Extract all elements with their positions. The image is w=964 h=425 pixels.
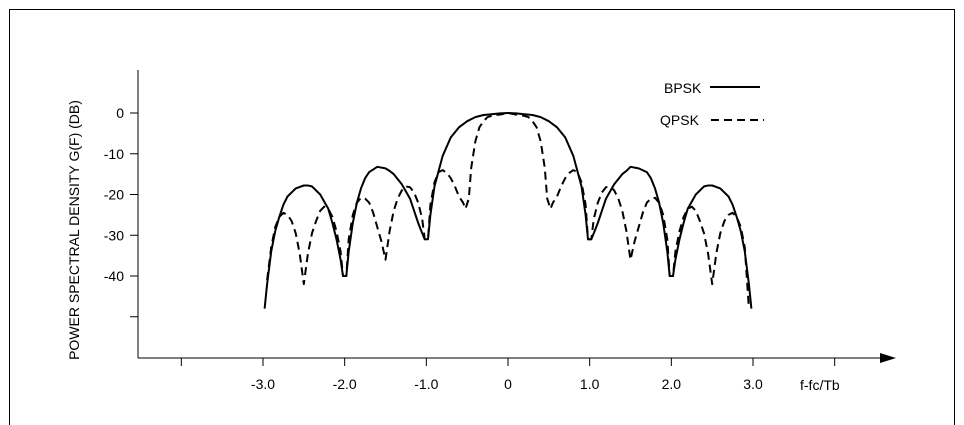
x-tick-label: -3.0 xyxy=(251,376,275,392)
x-tick-label: 2.0 xyxy=(662,376,682,392)
legend-label-bpsk: BPSK xyxy=(664,80,702,96)
series-layer xyxy=(263,112,753,309)
y-tick-label: -30 xyxy=(104,227,124,243)
x-ticks: -3.0 -2.0 -1.0 0 1.0 2.0 3.0 xyxy=(180,358,836,392)
series-line-bpsk xyxy=(263,112,753,309)
y-ticks: 0 -10 -20 -30 -40 xyxy=(104,105,138,318)
x-tick-label: -1.0 xyxy=(414,376,438,392)
x-tick-label: 1.0 xyxy=(580,376,600,392)
y-tick-label: -10 xyxy=(104,146,124,162)
y-tick-label: -40 xyxy=(104,268,124,284)
figure-frame xyxy=(9,9,955,425)
x-tick-label: 0 xyxy=(504,376,512,392)
y-tick-label: -20 xyxy=(104,187,124,203)
legend-label-qpsk: QPSK xyxy=(660,112,700,128)
x-axis-title: f-fc/Tb xyxy=(800,377,840,393)
series-line-qpsk xyxy=(266,112,750,309)
y-tick-label: 0 xyxy=(116,105,124,121)
x-tick-label: 3.0 xyxy=(743,376,763,392)
x-axis-arrowhead xyxy=(880,353,896,363)
x-tick-label: -2.0 xyxy=(333,376,357,392)
legend: BPSK QPSK xyxy=(660,80,764,128)
y-axis-title: POWER SPECTRAL DENSITY G(F) (DB) xyxy=(66,100,82,360)
